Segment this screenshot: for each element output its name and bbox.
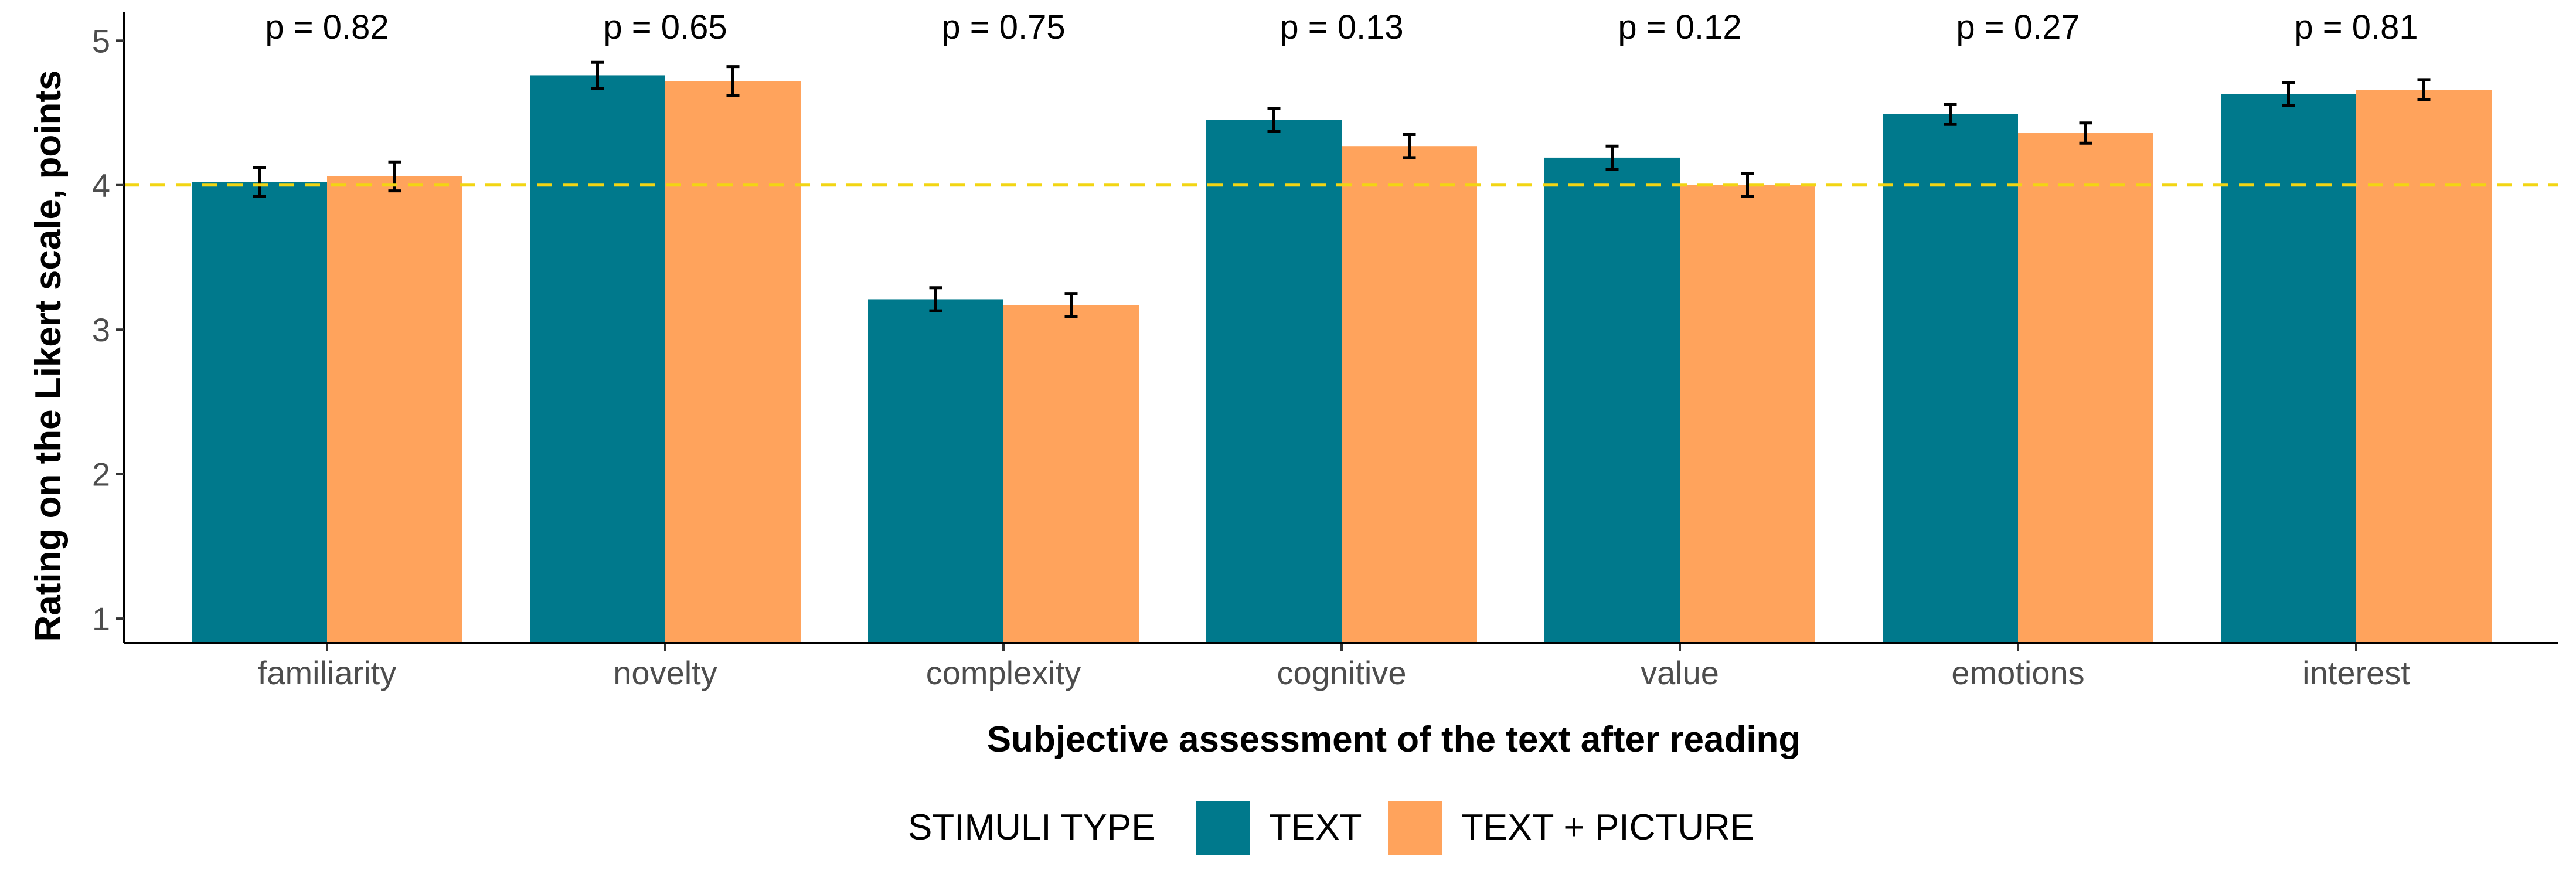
bar-emotions-text bbox=[1883, 114, 2018, 643]
legend-swatch-text-picture bbox=[1388, 801, 1442, 855]
x-tick-label-novelty: novelty bbox=[613, 654, 717, 691]
p-value-label-value: p = 0.12 bbox=[1618, 8, 1741, 46]
bar-cognitive-text-picture bbox=[1342, 146, 1477, 644]
x-tick-label-cognitive: cognitive bbox=[1277, 654, 1406, 691]
axes-layer bbox=[116, 12, 2558, 651]
bar-interest-text bbox=[2221, 94, 2356, 643]
legend: STIMULI TYPE TEXT TEXT + PICTURE bbox=[908, 801, 1754, 855]
legend-swatch-text bbox=[1196, 801, 1250, 855]
x-tick-label-emotions: emotions bbox=[1951, 654, 2084, 691]
bar-cognitive-text bbox=[1206, 120, 1342, 643]
x-tick-label-value: value bbox=[1641, 654, 1719, 691]
legend-label-text-picture: TEXT + PICTURE bbox=[1461, 807, 1754, 848]
x-tick-label-complexity: complexity bbox=[926, 654, 1081, 691]
x-axis-title: Subjective assessment of the text after … bbox=[987, 719, 1801, 760]
bar-familiarity-text-picture bbox=[327, 176, 462, 643]
p-value-label-cognitive: p = 0.13 bbox=[1280, 8, 1403, 46]
p-value-label-emotions: p = 0.27 bbox=[1956, 8, 2080, 46]
x-tick-label-familiarity: familiarity bbox=[258, 654, 396, 691]
y-tick-label-4: 4 bbox=[92, 167, 110, 204]
p-value-label-complexity: p = 0.75 bbox=[941, 8, 1065, 46]
y-tick-label-3: 3 bbox=[92, 311, 110, 348]
x-tick-label-interest: interest bbox=[2302, 654, 2410, 691]
bar-novelty-text bbox=[530, 75, 665, 644]
bar-complexity-text bbox=[868, 299, 1003, 643]
p-value-label-familiarity: p = 0.82 bbox=[265, 8, 389, 46]
p-value-label-interest: p = 0.81 bbox=[2294, 8, 2418, 46]
bar-interest-text-picture bbox=[2356, 90, 2492, 644]
y-tick-label-1: 1 bbox=[92, 600, 110, 637]
labels-layer: familiarity p = 0.82 novelty p = 0.65 comple… bbox=[92, 8, 2418, 691]
y-axis-title: Rating on the Likert scale, points bbox=[28, 70, 69, 642]
bar-novelty-text-picture bbox=[665, 81, 801, 643]
bar-familiarity-text bbox=[192, 182, 327, 643]
y-tick-label-2: 2 bbox=[92, 456, 110, 493]
bar-value-text bbox=[1544, 157, 1680, 644]
bar-emotions-text-picture bbox=[2018, 133, 2153, 643]
legend-label-text: TEXT bbox=[1269, 807, 1362, 848]
bars-layer bbox=[192, 75, 2492, 644]
bar-complexity-text-picture bbox=[1003, 305, 1139, 643]
error-bars-layer bbox=[124, 60, 2558, 318]
bar-value-text-picture bbox=[1680, 185, 1815, 643]
p-value-label-novelty: p = 0.65 bbox=[603, 8, 727, 46]
legend-title: STIMULI TYPE bbox=[908, 807, 1156, 848]
y-tick-label-5: 5 bbox=[92, 22, 110, 59]
